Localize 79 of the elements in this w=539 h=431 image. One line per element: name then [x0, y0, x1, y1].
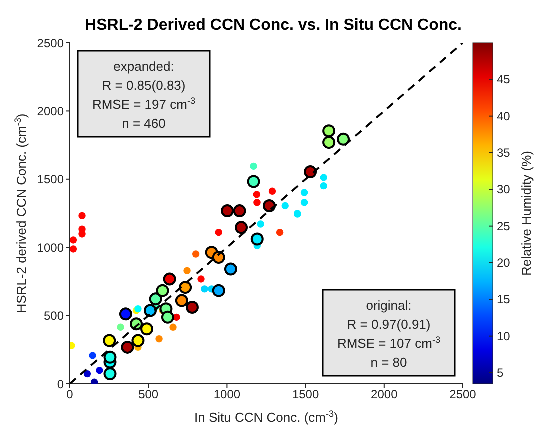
point	[161, 310, 174, 324]
chart-title: HSRL-2 Derived CCN Conc. vs. In Situ CCN Conc.	[85, 17, 462, 34]
point	[201, 286, 208, 293]
y-tick-label: 500	[44, 309, 64, 324]
color-bar-label: 35	[497, 146, 511, 160]
point	[144, 304, 157, 318]
point	[224, 262, 238, 276]
point	[233, 204, 246, 218]
point	[89, 352, 96, 360]
color-bar-label: 40	[497, 109, 511, 124]
x-tick-label: 2500	[450, 388, 477, 402]
point	[320, 174, 328, 182]
point	[337, 132, 350, 146]
point	[78, 230, 86, 238]
point	[322, 136, 336, 150]
point	[268, 188, 276, 196]
y-tick-label: 1000	[37, 240, 64, 255]
point	[235, 221, 248, 234]
point	[304, 166, 318, 179]
text: expanded: R = 0.85(0.83) RMSE = 197 cm$^{-3}$ n = 460	[92, 59, 196, 131]
point	[254, 199, 261, 206]
x-tick-label: 0	[66, 388, 74, 402]
point	[276, 228, 284, 236]
point	[322, 124, 336, 138]
color-bar-label: 15	[497, 292, 511, 307]
x-tick-label: 2000	[371, 388, 398, 402]
point	[282, 202, 289, 210]
point	[121, 340, 134, 354]
point	[170, 324, 177, 331]
point	[192, 250, 200, 258]
point	[186, 300, 199, 314]
point	[119, 308, 132, 321]
point	[117, 324, 124, 331]
color-bar-label: 30	[497, 182, 511, 197]
y-tick-label: 1500	[37, 172, 64, 187]
point	[250, 232, 264, 246]
color-bar-label: 45	[497, 72, 511, 87]
point	[70, 246, 78, 253]
x-axis-title: In Situ CCN Conc. (cm$^{-3}$)	[194, 409, 338, 425]
point	[78, 212, 86, 220]
point	[221, 204, 234, 218]
point	[198, 276, 205, 283]
point	[247, 175, 260, 188]
point	[300, 199, 308, 206]
point	[320, 182, 328, 190]
point	[212, 284, 226, 298]
y-tick-label: 2000	[37, 104, 64, 118]
point	[250, 162, 258, 170]
point	[212, 251, 226, 264]
x-tick-label: 500	[138, 388, 159, 402]
point	[103, 334, 116, 348]
point	[149, 292, 162, 306]
point	[70, 236, 78, 244]
point	[156, 284, 170, 298]
point	[257, 220, 264, 228]
point	[104, 368, 117, 381]
point	[104, 350, 117, 364]
color-bar-title: Relative Humidity (%)	[519, 151, 534, 276]
color-bar-label: 5	[497, 366, 504, 380]
point	[215, 228, 222, 236]
point	[179, 281, 192, 294]
text: original: R = 0.97(0.91) RMSE = 107 cm$^{-3}$ n = 80	[337, 298, 441, 370]
x-tick-label: 1000	[214, 388, 241, 402]
point	[84, 370, 92, 378]
color-bar-label: 20	[497, 256, 511, 270]
color-bar-label: 25	[497, 219, 511, 234]
y-tick-label: 2500	[37, 36, 64, 50]
point	[184, 267, 191, 275]
point	[163, 272, 176, 286]
point	[156, 336, 163, 343]
point	[175, 294, 188, 308]
point	[140, 322, 154, 336]
point	[96, 367, 104, 374]
point	[253, 191, 261, 198]
point	[300, 189, 308, 196]
color-bar-label: 10	[497, 329, 511, 344]
y-tick-label: 0	[57, 377, 64, 392]
x-tick-label: 1500	[292, 388, 320, 402]
point	[132, 334, 145, 348]
